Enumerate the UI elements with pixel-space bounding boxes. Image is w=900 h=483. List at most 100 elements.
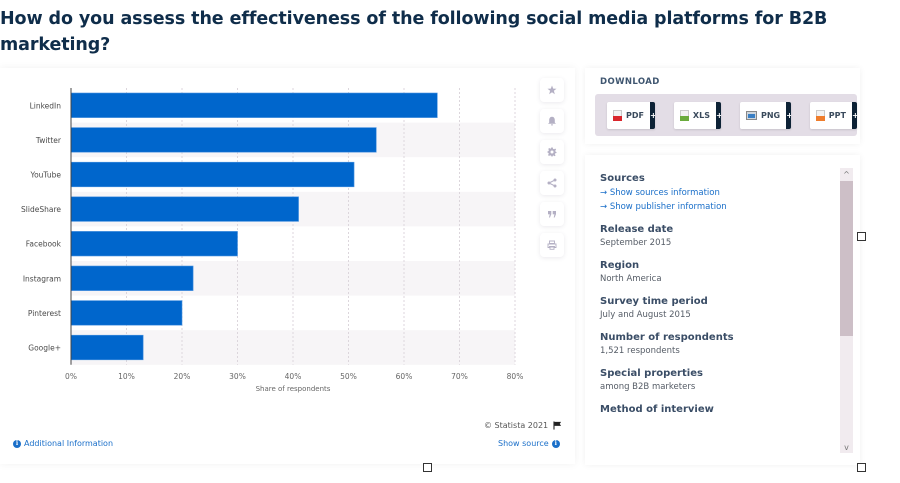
x-tick-label: 50%: [340, 372, 357, 381]
chart-toolbar: [540, 78, 564, 264]
scroll-up-arrow-icon[interactable]: ^: [843, 169, 850, 179]
download-png-label: PNG: [760, 110, 781, 120]
page-title: How do you assess the effectiveness of t…: [0, 9, 828, 55]
info-icon: i: [13, 439, 21, 448]
interview-method-label: Method of interview: [600, 404, 714, 415]
ppt-file-icon: [815, 109, 825, 121]
special-properties-section: Special properties among B2B marketers: [600, 367, 840, 394]
pdf-file-icon: [613, 109, 622, 121]
download-pdf-label: PDF: [626, 110, 644, 120]
release-date-section: Release date September 2015: [600, 223, 840, 250]
printer-icon: [547, 240, 557, 250]
interview-method-section: Method of interview: [600, 403, 840, 417]
bar-twitter[interactable]: [70, 127, 377, 153]
arrow-right-icon: →: [600, 188, 608, 198]
bar-youtube[interactable]: [70, 161, 355, 188]
quote-icon: [548, 211, 556, 218]
show-source-label: Show source: [498, 439, 549, 448]
special-properties-label: Special properties: [600, 368, 703, 379]
respondents-section: Number of respondents 1,521 respondents: [600, 331, 840, 358]
special-properties-value: among B2B marketers: [600, 382, 696, 392]
details-scrollbar[interactable]: ^ v: [840, 168, 853, 453]
respondents-value: 1,521 respondents: [600, 346, 680, 356]
flag-icon[interactable]: [553, 421, 562, 430]
x-tick-label: 40%: [285, 372, 302, 381]
additional-information-link[interactable]: i Additional Information: [13, 439, 113, 448]
bar-linkedin[interactable]: [70, 92, 438, 118]
bar-facebook[interactable]: [70, 231, 238, 257]
print-button[interactable]: [540, 233, 564, 257]
x-tick-label: 60%: [396, 372, 413, 381]
scrollbar-thumb[interactable]: [840, 181, 853, 336]
x-axis-title: Share of respondents: [256, 385, 331, 393]
row-band: [71, 330, 515, 365]
release-date-value: September 2015: [600, 238, 672, 248]
cite-button[interactable]: [540, 202, 564, 226]
x-tick-label: 0%: [65, 372, 77, 381]
show-publisher-link[interactable]: → Show publisher information: [600, 200, 840, 214]
notification-button[interactable]: [540, 109, 564, 133]
region-label: Region: [600, 260, 640, 271]
share-icon: [547, 178, 557, 188]
png-image-icon: [745, 110, 757, 120]
category-label: LinkedIn: [30, 101, 62, 110]
x-tick-label: 80%: [507, 372, 524, 381]
show-sources-link[interactable]: → Show sources information: [600, 186, 840, 200]
scroll-down-arrow-icon[interactable]: v: [844, 442, 849, 452]
x-tick-label: 10%: [118, 372, 135, 381]
pdf-plus-button[interactable]: +: [649, 101, 655, 129]
show-source-link[interactable]: Show source i: [498, 439, 560, 448]
survey-period-section: Survey time period July and August 2015: [600, 295, 840, 322]
show-publisher-label: Show publisher information: [609, 202, 727, 212]
bar-google[interactable]: [70, 334, 144, 361]
statistic-details-panel: Sources → Show sources information → Sho…: [585, 155, 860, 465]
category-label: Google+: [28, 344, 61, 353]
download-pdf-button[interactable]: PDF +: [607, 101, 655, 129]
region-section: Region North America: [600, 259, 840, 286]
xls-plus-button[interactable]: +: [715, 101, 721, 129]
copyright-text: © Statista 2021: [484, 421, 549, 430]
share-button[interactable]: [540, 171, 564, 195]
survey-period-label: Survey time period: [600, 296, 708, 307]
png-plus-button[interactable]: +: [786, 101, 791, 129]
download-panel: DOWNLOAD PDF + XLS + PNG +: [585, 68, 860, 144]
download-ppt-label: PPT: [828, 110, 846, 120]
category-label: Pinterest: [28, 309, 61, 318]
x-tick-label: 70%: [451, 372, 468, 381]
favorite-button[interactable]: [540, 78, 564, 102]
category-label: YouTube: [30, 171, 62, 180]
download-png-button[interactable]: PNG +: [739, 101, 791, 129]
info-icon: i: [551, 439, 560, 448]
download-title: DOWNLOAD: [600, 77, 660, 87]
xls-file-icon: [679, 109, 689, 121]
download-xls-button[interactable]: XLS +: [673, 101, 721, 129]
sources-section: Sources → Show sources information → Sho…: [600, 172, 840, 214]
checkbox[interactable]: [423, 463, 432, 472]
sources-label: Sources: [600, 173, 645, 184]
category-label: Instagram: [23, 274, 61, 283]
arrow-right-icon: →: [600, 202, 608, 212]
respondents-label: Number of respondents: [600, 332, 734, 343]
checkbox[interactable]: [857, 232, 866, 241]
bar-pinterest[interactable]: [70, 300, 183, 326]
settings-button[interactable]: [540, 140, 564, 164]
survey-period-value: July and August 2015: [600, 310, 691, 320]
ppt-plus-button[interactable]: +: [851, 101, 857, 129]
star-icon: [547, 85, 557, 95]
show-sources-label: Show sources information: [609, 188, 720, 198]
category-label: Facebook: [26, 240, 62, 249]
checkbox[interactable]: [857, 463, 866, 472]
category-label: Twitter: [35, 136, 62, 145]
gear-icon: [547, 147, 557, 157]
download-xls-label: XLS: [692, 110, 710, 120]
bar-instagram[interactable]: [70, 265, 194, 291]
additional-information-label: Additional Information: [24, 439, 114, 448]
bar-slideshare[interactable]: [70, 196, 299, 222]
x-tick-label: 30%: [229, 372, 246, 381]
copyright-notice: © Statista 2021: [484, 421, 562, 430]
region-value: North America: [600, 274, 662, 284]
category-label: SlideShare: [21, 205, 61, 214]
bell-icon: [548, 116, 556, 126]
download-ppt-button[interactable]: PPT +: [809, 101, 857, 129]
release-date-label: Release date: [600, 224, 674, 235]
